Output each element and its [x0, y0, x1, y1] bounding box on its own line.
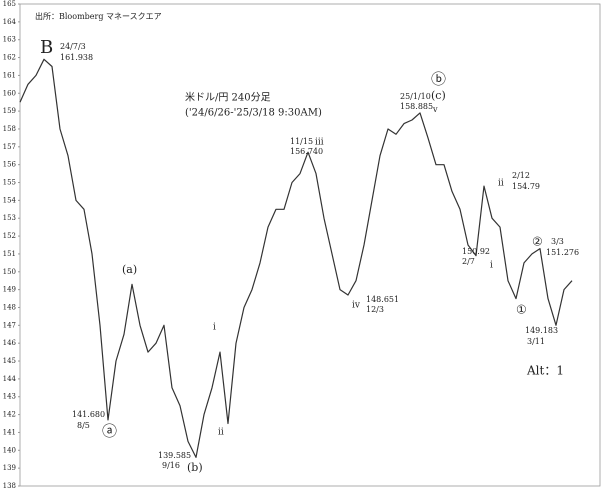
y-tick-label: 151: [3, 250, 16, 258]
annotation: 3/3: [551, 237, 564, 246]
y-tick-label: 165: [3, 0, 16, 8]
annotation: 3/11: [527, 337, 545, 346]
y-tick-label: 139: [3, 464, 16, 472]
annotation: 25/1/10: [400, 92, 431, 101]
annotation: i: [213, 323, 216, 333]
y-tick-label: 153: [3, 214, 16, 222]
y-tick-label: 143: [3, 393, 16, 401]
annotation: 139.585: [158, 451, 191, 460]
chart-title: 米ドル/円 240分足: [185, 91, 271, 104]
price-line: [19, 58, 573, 458]
annotation: ①: [516, 303, 527, 317]
y-tick-label: 142: [3, 411, 16, 419]
y-tick-label: 138: [3, 482, 16, 490]
annotation: 12/3: [366, 305, 384, 314]
y-tick-label: 148: [3, 303, 16, 311]
y-tick-label: 163: [3, 36, 16, 44]
y-tick-label: 152: [3, 232, 16, 240]
y-tick-label: 154: [3, 196, 17, 204]
annotation: Alt：1: [526, 364, 564, 378]
annotation: 154.79: [512, 182, 540, 191]
annotation: B: [40, 37, 53, 58]
annotation: (b): [187, 461, 203, 474]
chart-subtitle: ('24/6/26-'25/3/18 9:30AM): [185, 108, 322, 119]
y-tick-label: 162: [3, 54, 16, 62]
annotation: 9/16: [162, 461, 180, 470]
annotation: 11/15: [290, 137, 313, 146]
annotation: ⓑ: [431, 70, 446, 88]
annotation: ⓐ: [102, 422, 117, 440]
annotation: 2/12: [512, 171, 530, 180]
y-tick-label: 155: [3, 179, 16, 187]
annotation: iii: [315, 138, 324, 148]
annotation: iv: [352, 301, 361, 311]
y-tick-label: 160: [3, 89, 16, 97]
annotation: (c): [431, 89, 446, 102]
annotation: ii: [498, 179, 504, 189]
annotation: 149.183: [525, 326, 558, 335]
annotation: 24/7/3: [60, 42, 86, 51]
y-tick-label: 149: [3, 286, 16, 294]
annotation: ②: [532, 235, 543, 249]
annotation: i: [490, 261, 493, 271]
annotation: 151.276: [546, 248, 579, 257]
y-tick-label: 159: [3, 107, 16, 115]
y-tick-label: 161: [3, 71, 16, 79]
y-tick-label: 141: [3, 428, 16, 436]
y-tick-label: 140: [3, 446, 16, 454]
annotation: 150.92: [462, 247, 490, 256]
annotation: 141.680: [72, 410, 105, 419]
y-tick-label: 144: [3, 375, 17, 383]
y-tick-label: 156: [3, 161, 17, 169]
annotation: 156.740: [290, 147, 323, 156]
y-tick-label: 158: [3, 125, 16, 133]
annotation: 148.651: [366, 295, 399, 304]
annotation: ii: [218, 428, 224, 438]
plot-frame: [19, 3, 601, 487]
annotation: (a): [122, 263, 137, 276]
annotation: 8/5: [77, 421, 90, 430]
y-tick-label: 147: [3, 321, 16, 329]
annotation: v: [432, 105, 438, 114]
y-tick-label: 146: [3, 339, 17, 347]
y-tick-label: 150: [3, 268, 16, 276]
annotation: 2/7: [462, 257, 475, 266]
source: 出所：Bloomberg マネースクエア: [35, 11, 162, 21]
y-tick-label: 157: [3, 143, 16, 151]
annotation: 158.885: [400, 102, 433, 111]
y-tick-label: 164: [3, 18, 17, 26]
annotation: 161.938: [60, 53, 93, 62]
y-tick-label: 145: [3, 357, 16, 365]
